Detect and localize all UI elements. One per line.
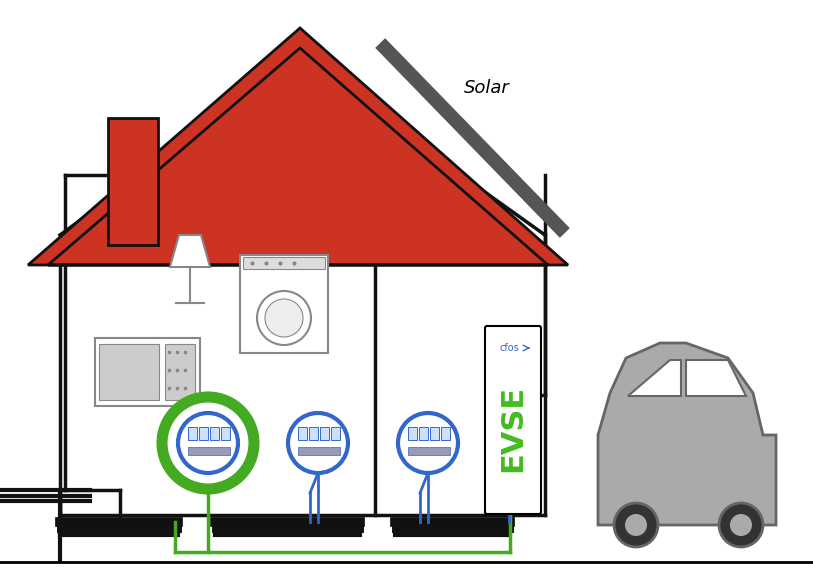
FancyBboxPatch shape	[199, 427, 208, 440]
Polygon shape	[686, 360, 746, 396]
FancyBboxPatch shape	[188, 447, 230, 455]
Circle shape	[730, 514, 752, 536]
FancyBboxPatch shape	[419, 427, 428, 440]
Circle shape	[398, 413, 458, 473]
Circle shape	[719, 503, 763, 547]
FancyBboxPatch shape	[485, 326, 541, 514]
Circle shape	[288, 413, 348, 473]
Circle shape	[257, 291, 311, 345]
Polygon shape	[28, 28, 568, 265]
FancyBboxPatch shape	[221, 427, 230, 440]
FancyBboxPatch shape	[99, 344, 159, 400]
Polygon shape	[170, 235, 210, 267]
FancyBboxPatch shape	[408, 447, 450, 455]
Text: cfos: cfos	[499, 343, 519, 353]
FancyBboxPatch shape	[430, 427, 439, 440]
FancyBboxPatch shape	[331, 427, 340, 440]
FancyBboxPatch shape	[408, 427, 417, 440]
Circle shape	[178, 413, 238, 473]
Polygon shape	[108, 118, 158, 245]
FancyBboxPatch shape	[243, 257, 325, 269]
Circle shape	[162, 397, 254, 489]
Circle shape	[265, 299, 303, 337]
FancyBboxPatch shape	[188, 427, 197, 440]
FancyBboxPatch shape	[441, 427, 450, 440]
FancyBboxPatch shape	[240, 255, 328, 353]
FancyBboxPatch shape	[309, 427, 318, 440]
FancyBboxPatch shape	[210, 427, 219, 440]
Circle shape	[614, 503, 658, 547]
FancyBboxPatch shape	[95, 338, 200, 406]
FancyBboxPatch shape	[320, 427, 329, 440]
FancyBboxPatch shape	[165, 344, 195, 400]
Text: Solar: Solar	[464, 79, 510, 97]
Polygon shape	[628, 360, 681, 396]
Circle shape	[625, 514, 647, 536]
Polygon shape	[598, 343, 776, 525]
FancyBboxPatch shape	[298, 427, 307, 440]
Text: EVSE: EVSE	[498, 384, 528, 471]
FancyBboxPatch shape	[298, 447, 340, 455]
